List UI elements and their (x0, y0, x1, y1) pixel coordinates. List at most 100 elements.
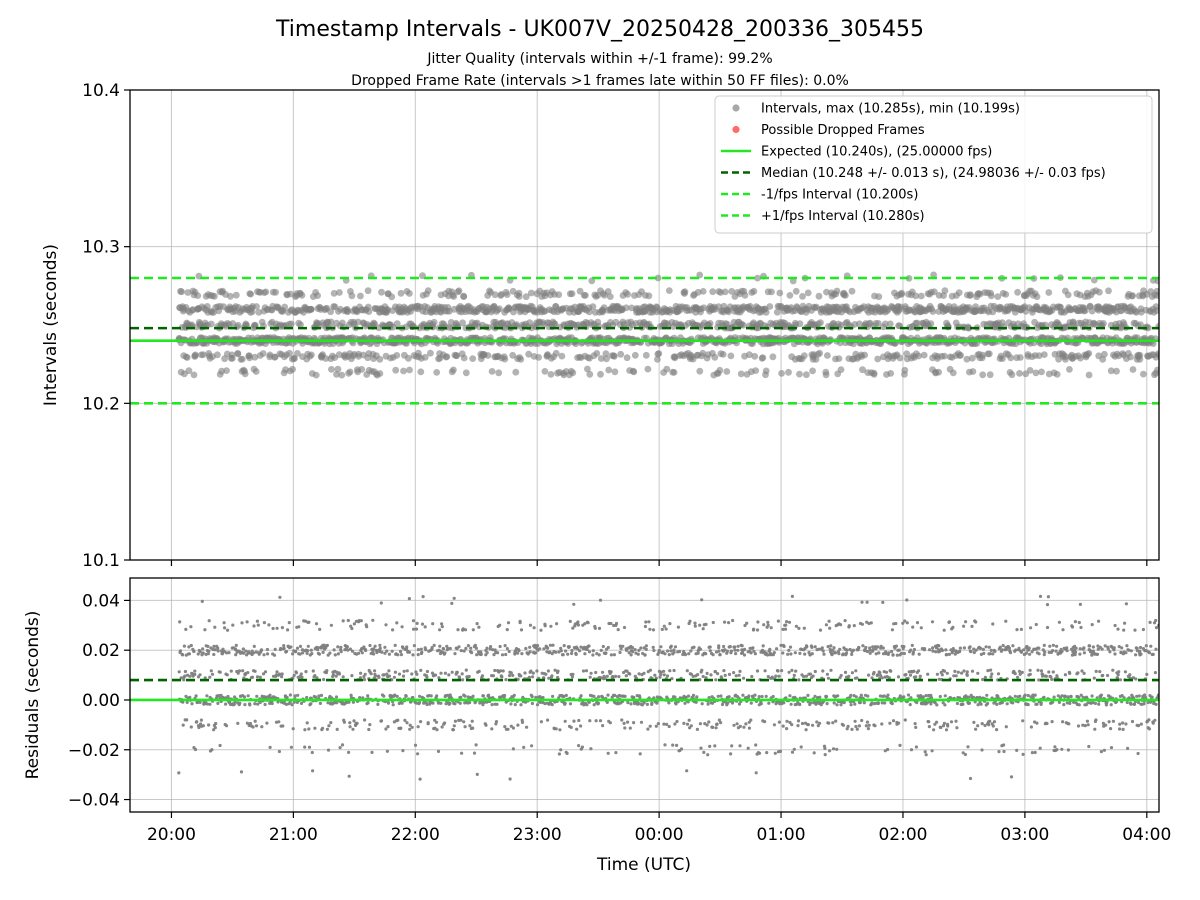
residual-point (700, 668, 704, 672)
interval-point (576, 287, 584, 295)
residual-point (769, 626, 773, 630)
residual-point (897, 648, 901, 652)
residual-point (551, 643, 555, 647)
residual-point (773, 751, 777, 755)
residual-point (782, 701, 786, 705)
residual-point (480, 700, 484, 704)
residual-point (403, 718, 407, 723)
residual-point (179, 676, 183, 680)
residual-point (646, 727, 650, 731)
residual-point (578, 649, 582, 653)
residual-point (471, 726, 475, 730)
residual-point (326, 701, 330, 705)
residual-point (475, 772, 479, 777)
residual-point (736, 644, 740, 648)
residual-point (638, 752, 642, 756)
residual-point (670, 677, 674, 681)
interval-point (762, 367, 770, 375)
residual-point (662, 722, 666, 726)
interval-point (348, 292, 356, 300)
residual-point (205, 694, 209, 698)
residual-point (441, 647, 445, 651)
residual-point (471, 694, 475, 698)
residual-point (493, 668, 497, 673)
residual-point (446, 693, 450, 697)
residual-point (265, 652, 270, 656)
residual-point (225, 673, 229, 677)
residual-point (703, 722, 707, 726)
residual-point (530, 744, 534, 748)
interval-point (314, 319, 322, 327)
residual-point (452, 724, 456, 728)
residual-point (328, 651, 332, 655)
residual-point (347, 700, 351, 704)
residual-point (287, 621, 291, 625)
residual-point (905, 598, 909, 602)
interval-point (815, 292, 823, 300)
residual-point (913, 722, 917, 726)
residual-point (440, 625, 444, 629)
residual-point (793, 651, 797, 655)
residual-point (845, 648, 849, 652)
interval-point (495, 369, 503, 377)
residual-point (772, 723, 777, 727)
interval-point (1153, 307, 1159, 314)
residual-point (698, 647, 703, 651)
residual-point (471, 628, 475, 632)
residual-point (878, 694, 883, 698)
residual-point (570, 651, 574, 656)
interval-point (297, 321, 304, 329)
interval-point (927, 320, 935, 328)
residual-point (254, 650, 258, 654)
residual-point (727, 695, 731, 699)
residual-point (376, 702, 380, 707)
residual-point (898, 694, 902, 698)
residual-point (226, 694, 230, 699)
interval-point (1155, 351, 1159, 359)
residual-point (402, 669, 406, 673)
residual-point (729, 752, 733, 756)
interval-point (513, 321, 520, 328)
residual-point (292, 700, 296, 704)
residual-point (894, 644, 899, 648)
residual-point (825, 702, 829, 706)
residual-point (570, 675, 575, 679)
residual-point (643, 624, 648, 629)
residual-point (306, 644, 310, 648)
residual-point (436, 749, 441, 754)
residual-point (881, 600, 885, 605)
residual-point (757, 695, 761, 699)
residual-point (271, 626, 275, 631)
residual-point (203, 676, 207, 680)
residual-point (433, 673, 438, 677)
interval-point (232, 291, 240, 299)
residual-point (616, 628, 620, 632)
interval-point (207, 320, 215, 328)
residual-point (752, 627, 756, 631)
interval-point (1032, 369, 1040, 377)
residual-point (506, 727, 510, 731)
interval-point (1066, 366, 1073, 373)
residual-point (467, 674, 471, 679)
residual-point (648, 724, 652, 728)
residual-point (675, 743, 679, 748)
residual-point (688, 619, 692, 623)
residual-point (870, 676, 874, 680)
interval-point (711, 353, 719, 361)
residual-point (314, 622, 319, 626)
residual-point (425, 675, 429, 679)
residual-point (823, 753, 827, 757)
residual-point (651, 628, 656, 632)
residual-point (527, 675, 532, 679)
residual-point (373, 669, 377, 673)
residual-point (704, 676, 708, 680)
interval-point (589, 303, 597, 310)
interval-point (331, 303, 339, 311)
residual-point (757, 751, 762, 755)
residual-point (289, 645, 293, 649)
interval-point (558, 352, 566, 360)
residual-point (613, 693, 617, 698)
residual-point (852, 624, 856, 628)
interval-point (517, 356, 525, 363)
interval-point (766, 303, 774, 310)
